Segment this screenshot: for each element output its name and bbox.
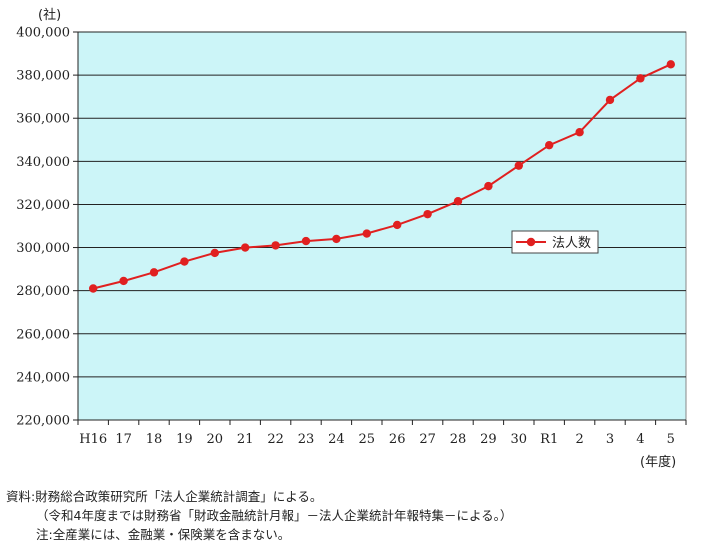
y-tick-label: 220,000 [16, 414, 70, 429]
data-point [332, 234, 341, 244]
x-tick-label: H16 [79, 432, 107, 447]
x-axis: H16 17 18 19 20 21 22 23 24 25 26 27 28 29 30 R1 2 3 4 5 [77, 419, 687, 447]
x-tick-label: 3 [606, 432, 614, 447]
y-tick-label: 380,000 [16, 69, 70, 84]
x-tick-label: 28 [450, 432, 467, 447]
data-point [453, 197, 463, 206]
y-tick-label: 300,000 [16, 241, 70, 256]
y-tick-label: 240,000 [16, 370, 70, 385]
data-point [423, 209, 432, 219]
x-tick-label: 17 [115, 432, 132, 447]
data-point [301, 236, 311, 246]
y-tick-label: 360,000 [16, 112, 70, 127]
x-tick-label: 29 [480, 432, 497, 447]
y-axis: 220,000 240,000 260,000 280,000 300,000 320,0… [16, 26, 79, 429]
x-tick-label: 19 [176, 432, 193, 447]
source-note: 資料:財務総合政策研究所「法人企業統計調査」による。 [6, 489, 323, 504]
data-point [180, 257, 189, 266]
x-tick-label: 30 [511, 432, 528, 447]
data-point [514, 161, 523, 170]
data-point [362, 229, 371, 238]
data-point [89, 284, 98, 293]
data-point [575, 128, 584, 137]
legend-marker [526, 237, 536, 247]
x-tick-label: 21 [237, 432, 254, 447]
y-tick-label: 320,000 [16, 198, 70, 213]
grid-lines [78, 31, 686, 421]
legend: 法人数 [511, 230, 599, 254]
data-point [119, 276, 128, 286]
x-tick-label: R1 [540, 432, 558, 447]
x-tick-label: 2 [575, 432, 583, 447]
x-axis-unit: (年度) [640, 454, 676, 470]
data-point [210, 248, 219, 258]
series-markers [89, 60, 675, 293]
data-point [666, 60, 675, 69]
series-line-法人数 [92, 63, 672, 290]
data-point [393, 220, 402, 230]
x-tick-label: 23 [298, 432, 315, 447]
y-tick-label: 260,000 [16, 327, 70, 342]
x-tick-label: 22 [267, 432, 284, 447]
y-axis-unit: (社) [38, 7, 61, 23]
x-tick-label: 25 [359, 432, 376, 447]
x-tick-label: 27 [419, 432, 436, 447]
data-point [605, 95, 615, 105]
y-tick-label: 340,000 [16, 155, 70, 170]
x-tick-label: 20 [207, 432, 224, 447]
x-tick-label: 24 [328, 432, 345, 447]
data-point [149, 268, 159, 277]
x-tick-label: 26 [389, 432, 406, 447]
data-point [241, 243, 250, 252]
y-tick-label: 400,000 [16, 26, 70, 41]
exclusion-note: 注:全産業には、金融業・保険業を含まない。 [36, 527, 291, 542]
data-point [271, 241, 280, 250]
x-tick-label: 4 [636, 432, 644, 447]
plot-area [77, 31, 687, 421]
data-point [484, 181, 493, 191]
x-tick-label: 18 [146, 432, 163, 447]
line-chart: 220,000 240,000 260,000 280,000 300,000 320,0… [16, 7, 687, 470]
x-tick-label: 5 [667, 432, 675, 447]
legend-label: 法人数 [552, 236, 591, 251]
data-point [545, 140, 554, 150]
source-note-detail: （令和4年度までは財務省「財政金融統計月報」－法人企業統計年報特集－による。） [36, 508, 513, 523]
chart-notes: 資料:財務総合政策研究所「法人企業統計調査」による。 （令和4年度までは財務省「… [6, 487, 706, 544]
legend-box [511, 230, 599, 254]
data-point [636, 74, 645, 83]
y-tick-label: 280,000 [16, 284, 70, 299]
